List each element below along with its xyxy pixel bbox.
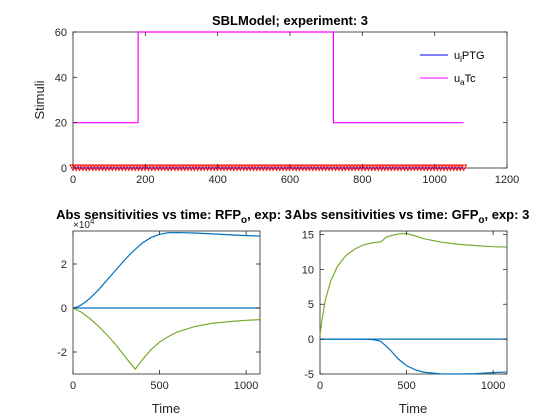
stimuli-x-tick-label: 600 — [281, 174, 299, 186]
rfp-y-tick-label: -2 — [57, 347, 67, 359]
stimuli-x-tick-label: 200 — [136, 174, 154, 186]
gfp-y-tick-label: 5 — [308, 299, 314, 311]
rfp-ticks-group: 0 500 1000 -2 0 2 — [57, 231, 260, 392]
stimuli-ticks-group: 0 200 400 600 800 1000 1200 0 20 40 60 — [55, 27, 519, 186]
rfp-x-tick-label: 0 — [70, 380, 76, 392]
stimuli-x-tick-label: 1000 — [422, 174, 446, 186]
gfp-x-tick-label: 0 — [317, 380, 323, 392]
stimuli-y-axis-label: Stimuli — [32, 80, 47, 119]
stimuli-axes: SBLModel; experiment: 3 Stimuli 0 200 400 6… — [32, 13, 519, 186]
gfp-series-line-0 — [319, 232, 508, 336]
stimuli-x-tick-label: 1200 — [495, 174, 519, 186]
legend-label-ulptg: ulPTG — [454, 50, 485, 64]
rfp-x-tick-label: 1000 — [234, 380, 258, 392]
gfp-x-tick-label: 1000 — [481, 380, 505, 392]
gfp-sensitivity-axes: Abs sensitivities vs time: GFPo, exp: 3 … — [293, 207, 530, 416]
stimuli-y-tick-label: 40 — [55, 72, 67, 84]
gfp-x-axis-label: Time — [399, 401, 427, 416]
gfp-series-group — [319, 232, 508, 375]
stimuli-y-tick-label: 20 — [55, 118, 67, 130]
rfp-title: Abs sensitivities vs time: RFPo, exp: 3 — [56, 207, 292, 226]
rfp-y-tick-label: 0 — [61, 303, 67, 315]
rfp-series-line-2 — [72, 307, 261, 371]
stimuli-x-tick-label: 0 — [70, 174, 76, 186]
rfp-y-multiplier: ×104 — [73, 217, 95, 231]
stimuli-title: SBLModel; experiment: 3 — [212, 13, 368, 28]
stimuli-y-tick-label: 60 — [55, 27, 67, 39]
gfp-plot-box — [319, 230, 508, 375]
gfp-y-tick-label: 10 — [302, 264, 314, 276]
gfp-x-tick-label: 500 — [397, 380, 415, 392]
gfp-y-tick-label: 15 — [302, 229, 314, 241]
stimuli-y-tick-label: 0 — [61, 163, 67, 175]
gfp-y-tick-label: 0 — [308, 334, 314, 346]
stimuli-series-line-1 — [73, 31, 464, 124]
rfp-x-tick-label: 500 — [150, 380, 168, 392]
stimuli-x-tick-label: 400 — [208, 174, 226, 186]
legend-label-uatc: uaTc — [454, 73, 476, 87]
stimuli-markers-group — [69, 164, 468, 172]
rfp-x-axis-label: Time — [152, 401, 180, 416]
rfp-sensitivity-axes: Abs sensitivities vs time: RFPo, exp: 3 … — [56, 207, 292, 416]
rfp-y-tick-label: 2 — [61, 259, 67, 271]
gfp-title: Abs sensitivities vs time: GFPo, exp: 3 — [293, 207, 530, 226]
stimuli-legend: ulPTG uaTc — [420, 50, 485, 87]
rfp-series-group — [72, 231, 261, 371]
gfp-y-tick-label: -5 — [304, 369, 314, 381]
stimuli-x-tick-label: 800 — [353, 174, 371, 186]
rfp-plot-box — [72, 230, 261, 375]
gfp-series-line-2 — [320, 338, 508, 375]
stimuli-marker — [459, 164, 468, 172]
rfp-series-line-0 — [72, 231, 261, 309]
